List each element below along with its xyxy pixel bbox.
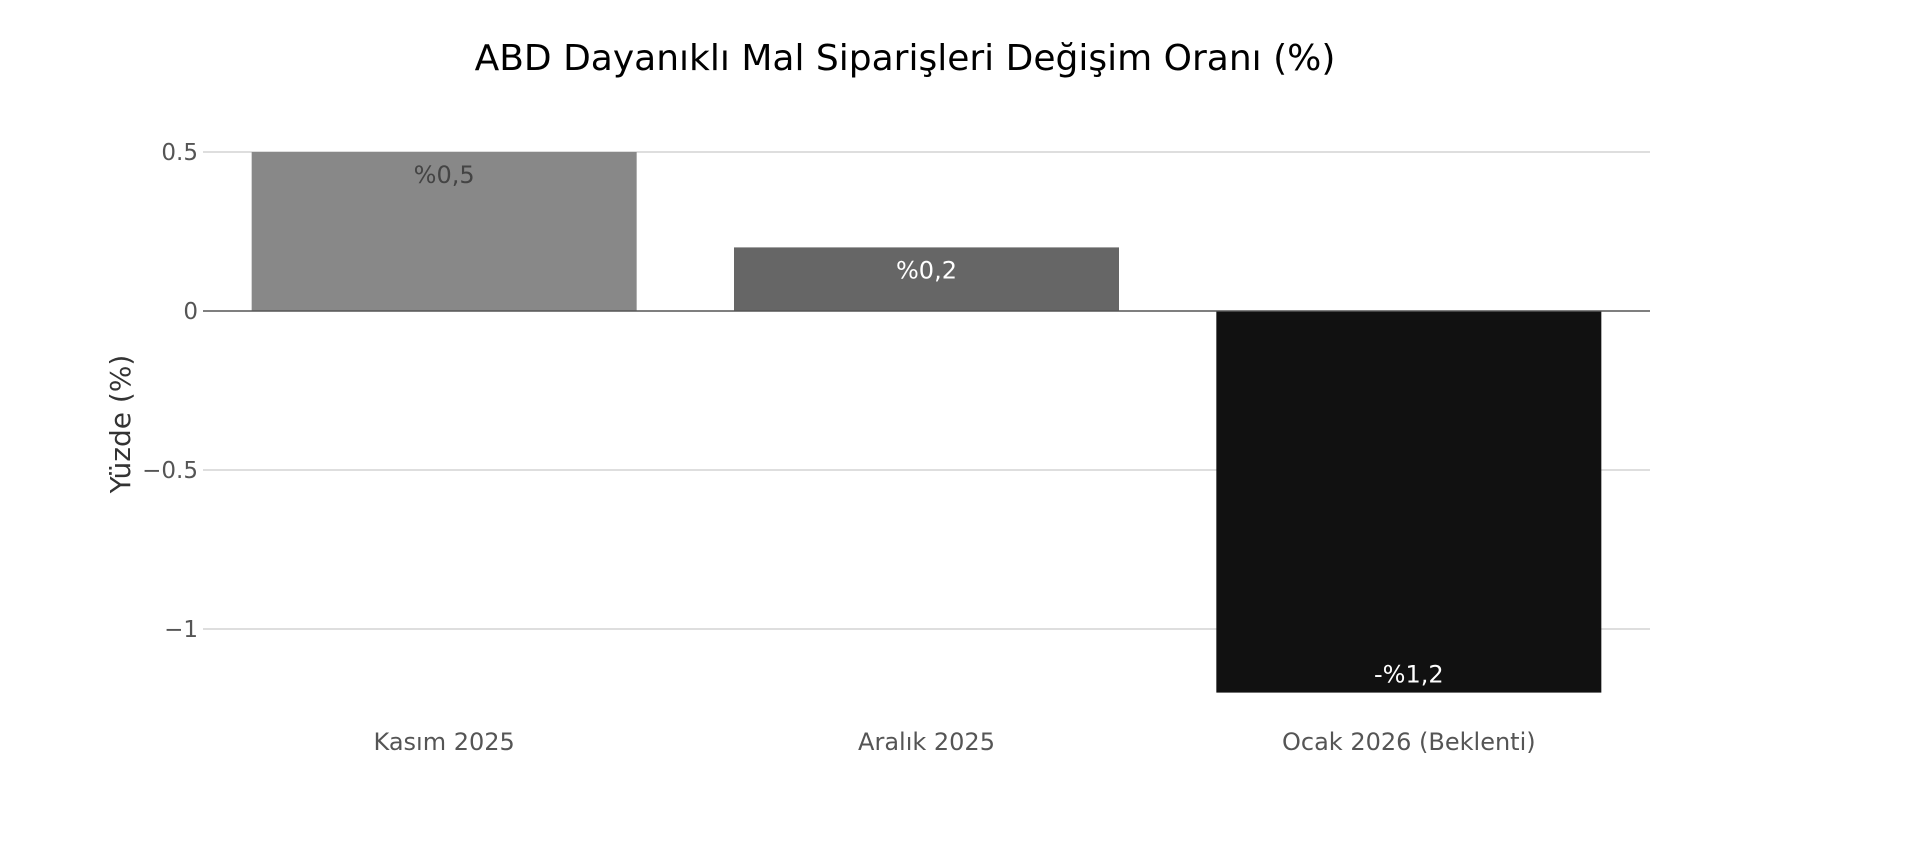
bar bbox=[251, 152, 637, 311]
y-tick-label: −1 bbox=[164, 617, 198, 643]
bar bbox=[1216, 311, 1602, 693]
y-axis-ticks: 0.5 0 −0.5 −1 bbox=[142, 140, 198, 643]
y-tick-label: 0.5 bbox=[161, 140, 198, 166]
data-labels: %0,5 %0,2 -%1,2 bbox=[414, 161, 1444, 689]
x-category-label: Ocak 2026 (Beklenti) bbox=[1282, 728, 1536, 756]
data-label: %0,2 bbox=[896, 256, 957, 284]
x-category-label: Aralık 2025 bbox=[858, 728, 995, 756]
bar bbox=[734, 247, 1119, 311]
x-axis-labels: Kasım 2025 Aralık 2025 Ocak 2026 (Beklenti… bbox=[374, 728, 1536, 756]
chart-title: ABD Dayanıklı Mal Siparişleri Değişim Or… bbox=[475, 38, 1336, 79]
data-label: %0,5 bbox=[414, 161, 475, 189]
y-axis-title: Yüzde (%) bbox=[104, 355, 137, 495]
data-label: -%1,2 bbox=[1374, 661, 1444, 689]
y-tick-label: 0 bbox=[183, 299, 198, 325]
y-tick-label: −0.5 bbox=[142, 458, 198, 484]
bars bbox=[251, 152, 1602, 693]
x-category-label: Kasım 2025 bbox=[374, 728, 515, 756]
